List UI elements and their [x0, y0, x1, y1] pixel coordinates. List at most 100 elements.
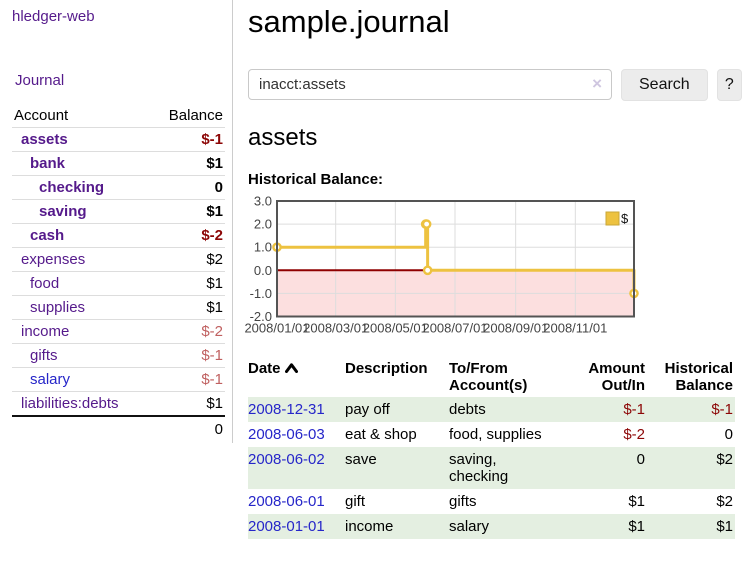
sort-asc-icon — [285, 360, 298, 377]
app-brand-link[interactable]: hledger-web — [12, 8, 95, 25]
transaction-amount: $1 — [565, 514, 647, 539]
accounts-total-value: 0 — [151, 416, 225, 441]
date-header-label: Date — [248, 360, 281, 377]
transaction-accounts: gifts — [449, 489, 565, 514]
y-tick-label: 0.0 — [254, 263, 272, 278]
transactions-table: Date Description To/From Account(s) Amou… — [248, 357, 735, 539]
sidebar-item-journal[interactable]: Journal — [15, 72, 64, 89]
transaction-row: 2008-01-01 income salary $1 $1 — [248, 514, 735, 539]
page-title: sample.journal — [248, 0, 742, 40]
account-balance: $-2 — [151, 224, 225, 248]
transaction-date-link[interactable]: 2008-06-03 — [248, 426, 325, 443]
transaction-balance: $-1 — [647, 397, 735, 422]
account-balance: $1 — [151, 152, 225, 176]
transaction-date-link[interactable]: 2008-01-01 — [248, 518, 325, 535]
search-bar: × Search ? — [248, 69, 742, 101]
account-balance: $2 — [151, 248, 225, 272]
account-row-supplies: supplies $1 — [12, 296, 225, 320]
transaction-description: income — [345, 514, 449, 539]
search-input[interactable] — [248, 69, 612, 100]
y-tick-label: 2.0 — [254, 217, 272, 232]
account-column-header: Account — [12, 104, 151, 128]
main-content: sample.journal × Search ? assets Histori… — [248, 0, 742, 539]
account-link-food[interactable]: food — [30, 275, 59, 292]
account-link-checking[interactable]: checking — [39, 179, 104, 196]
transaction-amount: 0 — [565, 447, 647, 489]
search-button[interactable]: Search — [621, 69, 708, 101]
transaction-date-link[interactable]: 2008-12-31 — [248, 401, 325, 418]
balance-column-header: Balance — [151, 104, 225, 128]
date-column-header[interactable]: Date — [248, 357, 345, 397]
transaction-description: eat & shop — [345, 422, 449, 447]
transaction-date-link[interactable]: 2008-06-01 — [248, 493, 325, 510]
accounts-column-header: To/From Account(s) — [449, 357, 565, 397]
transaction-date-link[interactable]: 2008-06-02 — [248, 451, 325, 468]
transaction-accounts: salary — [449, 514, 565, 539]
transaction-row: 2008-06-03 eat & shop food, supplies $-2… — [248, 422, 735, 447]
x-tick-label: 2008/05/01 — [363, 321, 428, 336]
account-row-assets: assets $-1 — [12, 128, 225, 152]
chart-svg: $3.02.01.00.0-1.0-2.02008/01/012008/03/0… — [241, 194, 645, 341]
transactions-header-row: Date Description To/From Account(s) Amou… — [248, 357, 735, 397]
transaction-description: gift — [345, 489, 449, 514]
legend-swatch — [606, 212, 619, 225]
accounts-table: Account Balance assets $-1 bank $1 check… — [12, 104, 225, 441]
transaction-row: 2008-12-31 pay off debts $-1 $-1 — [248, 397, 735, 422]
account-row-cash: cash $-2 — [12, 224, 225, 248]
account-row-gifts: gifts $-1 — [12, 344, 225, 368]
account-balance: 0 — [151, 176, 225, 200]
account-balance: $-2 — [151, 320, 225, 344]
chart-label: Historical Balance: — [248, 171, 742, 188]
account-link-income[interactable]: income — [21, 323, 69, 340]
account-balance: $-1 — [151, 368, 225, 392]
account-link-cash[interactable]: cash — [30, 227, 64, 244]
account-row-saving: saving $1 — [12, 200, 225, 224]
account-row-income: income $-2 — [12, 320, 225, 344]
account-row-checking: checking 0 — [12, 176, 225, 200]
transaction-balance: $2 — [647, 447, 735, 489]
transaction-balance: $1 — [647, 514, 735, 539]
transaction-amount: $1 — [565, 489, 647, 514]
sidebar: hledger-web Journal Account Balance asse… — [0, 0, 233, 443]
transaction-accounts: debts — [449, 397, 565, 422]
account-balance: $1 — [151, 296, 225, 320]
account-heading: assets — [248, 124, 742, 152]
y-tick-label: 1.0 — [254, 240, 272, 255]
account-link-assets[interactable]: assets — [21, 131, 68, 148]
balance-column-header: Historical Balance — [647, 357, 735, 397]
accounts-table-header: Account Balance — [12, 104, 225, 128]
y-tick-label: -1.0 — [250, 286, 272, 301]
amount-column-header: Amount Out/In — [565, 357, 647, 397]
account-balance: $1 — [151, 200, 225, 224]
transaction-accounts: food, supplies — [449, 422, 565, 447]
x-tick-label: 2008/03/01 — [303, 321, 368, 336]
transaction-balance: 0 — [647, 422, 735, 447]
account-link-saving[interactable]: saving — [39, 203, 87, 220]
account-row-food: food $1 — [12, 272, 225, 296]
account-balance: $1 — [151, 392, 225, 417]
transaction-description: save — [345, 447, 449, 489]
account-link-supplies[interactable]: supplies — [30, 299, 85, 316]
x-tick-label: 2008/11/01 — [543, 321, 607, 336]
transaction-accounts: saving, checking — [449, 447, 565, 489]
x-tick-label: 2008/01/01 — [244, 321, 309, 336]
data-point — [424, 267, 431, 274]
x-tick-label: 2008/09/01 — [483, 321, 548, 336]
x-tick-label: 2008/07/01 — [422, 321, 487, 336]
account-row-expenses: expenses $2 — [12, 248, 225, 272]
account-link-liabilities-debts[interactable]: liabilities:debts — [21, 395, 119, 412]
help-button[interactable]: ? — [717, 69, 742, 101]
legend-label: $ — [621, 211, 629, 226]
account-balance: $-1 — [151, 128, 225, 152]
transaction-description: pay off — [345, 397, 449, 422]
description-column-header: Description — [345, 357, 449, 397]
account-link-salary[interactable]: salary — [30, 371, 70, 388]
accounts-total-row: 0 — [12, 416, 225, 441]
transaction-balance: $2 — [647, 489, 735, 514]
account-link-expenses[interactable]: expenses — [21, 251, 85, 268]
historical-balance-chart: $3.02.01.00.0-1.0-2.02008/01/012008/03/0… — [241, 194, 645, 341]
clear-search-icon[interactable]: × — [592, 74, 602, 94]
account-link-bank[interactable]: bank — [30, 155, 65, 172]
account-link-gifts[interactable]: gifts — [30, 347, 58, 364]
y-tick-label: 3.0 — [254, 194, 272, 209]
